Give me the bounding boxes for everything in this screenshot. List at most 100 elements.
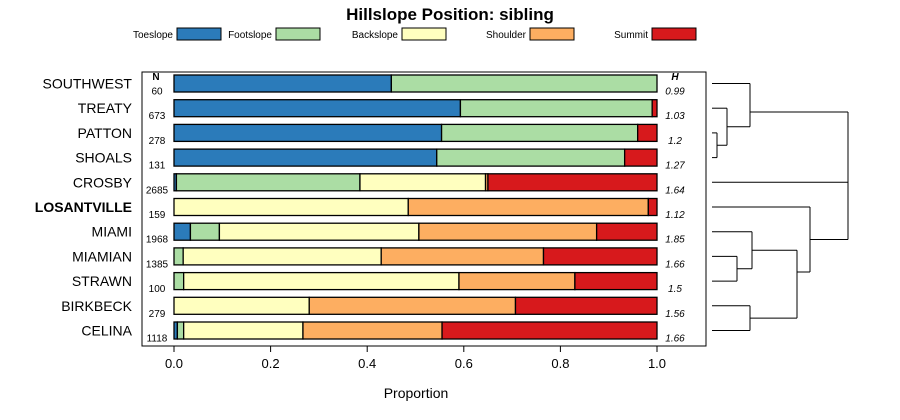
bar-segment-backslope <box>173 296 310 315</box>
bar-segment-shoulder <box>308 296 517 315</box>
bar-segment-shoulder <box>380 247 545 266</box>
bar-segment-summit <box>574 271 658 291</box>
legend-swatch-backslope <box>401 27 447 41</box>
bar-segment-shoulder <box>418 222 598 241</box>
row-losantville: LOSANTVILLE 159 1.12 <box>35 197 685 221</box>
x-axis: 0.0 0.2 0.4 0.6 0.8 1.0 <box>165 346 666 371</box>
legend-label-toeslope: Toeslope <box>133 30 173 41</box>
h-value: 1.85 <box>665 235 685 246</box>
bar-segment-toeslope <box>173 148 438 167</box>
h-value: 1.64 <box>665 185 685 196</box>
bar-segment-backslope <box>359 173 487 192</box>
x-tick-label: 0.0 <box>165 356 183 371</box>
row-southwest: SOUTHWEST 60 0.99 <box>43 74 685 98</box>
n-value: 673 <box>149 111 166 122</box>
bar-segment-footslope <box>173 271 185 291</box>
x-tick-label: 0.2 <box>262 356 280 371</box>
x-tick-label: 0.4 <box>358 356 376 371</box>
bar-segment-footslope <box>173 247 184 266</box>
row-celina: CELINA 1118 1.66 <box>81 321 685 345</box>
x-tick-label: 1.0 <box>648 356 666 371</box>
bar-segment-summit <box>595 222 658 241</box>
bar-segment-footslope <box>440 123 639 143</box>
bar-segment-footslope <box>390 74 658 93</box>
h-value: 1.66 <box>665 334 685 345</box>
legend-label-shoulder: Shoulder <box>486 30 527 41</box>
x-tick-label: 0.6 <box>455 356 473 371</box>
bar-segment-shoulder <box>407 197 649 217</box>
category-label: BIRKBECK <box>61 298 132 314</box>
x-axis-label: Proportion <box>384 385 449 401</box>
n-value: 1968 <box>146 235 169 246</box>
bar-segment-shoulder <box>458 271 576 291</box>
legend-label-footslope: Footslope <box>228 30 272 41</box>
legend-label-summit: Summit <box>614 30 648 41</box>
n-value: 2685 <box>146 185 169 196</box>
n-value: 279 <box>149 309 166 320</box>
row-strawn: STRAWN 100 1.5 <box>72 271 682 295</box>
row-shoals: SHOALS 131 1.27 <box>75 148 685 172</box>
bar-segment-toeslope <box>173 74 393 93</box>
category-label: MIAMI <box>92 224 132 240</box>
bar-segment-summit <box>647 197 658 217</box>
legend-swatch-footslope <box>275 27 321 41</box>
category-label: MIAMIAN <box>72 248 132 264</box>
h-value: 1.66 <box>665 259 685 270</box>
bar-segment-summit <box>623 148 658 167</box>
h-value: 1.5 <box>668 284 682 295</box>
bar-segment-summit <box>637 123 658 143</box>
bar-segment-backslope <box>183 271 460 291</box>
bar-segment-backslope <box>218 222 420 241</box>
n-value: 1385 <box>146 259 169 270</box>
row-birkbeck: BIRKBECK 279 1.56 <box>61 296 685 320</box>
h-value: 1.27 <box>665 161 685 172</box>
category-label: TREATY <box>78 100 133 116</box>
category-label: SHOALS <box>75 150 132 166</box>
bar-segment-toeslope <box>173 222 192 241</box>
bar-segment-summit <box>542 247 658 266</box>
row-patton: PATTON 278 1.2 <box>78 123 682 147</box>
bar-segment-footslope <box>459 99 653 118</box>
category-label: PATTON <box>78 125 132 141</box>
bar-segment-toeslope <box>173 123 443 143</box>
bar-segment-footslope <box>189 222 221 241</box>
h-value: 1.03 <box>665 111 685 122</box>
h-value: 0.99 <box>665 87 685 98</box>
bar-segment-summit <box>514 296 658 315</box>
n-value: 131 <box>149 161 166 172</box>
bar-segment-summit <box>487 173 658 192</box>
bar-segment-summit <box>441 321 658 340</box>
row-miamian: MIAMIAN 1385 1.66 <box>72 247 685 270</box>
bar-segment-backslope <box>182 247 382 266</box>
category-label: SOUTHWEST <box>43 76 133 92</box>
row-crosby: CROSBY 2685 1.64 <box>73 173 685 196</box>
n-column-header: N <box>152 72 159 83</box>
bar-segment-footslope <box>175 173 361 192</box>
legend-swatch-summit <box>651 27 697 41</box>
h-value: 1.2 <box>668 136 682 147</box>
h-column-header: H <box>671 72 679 83</box>
h-value: 1.56 <box>665 309 685 320</box>
n-value: 100 <box>149 284 166 295</box>
dendrogram <box>712 83 849 331</box>
chart-title: Hillslope Position: sibling <box>346 5 554 24</box>
x-tick-label: 0.8 <box>551 356 569 371</box>
bar-segment-footslope <box>176 321 185 340</box>
bar-segment-backslope <box>183 321 304 340</box>
chart-rows: SOUTHWEST 60 0.99 TREATY 673 1.03 PATTON 278 1.2… <box>35 74 685 345</box>
bar-segment-toeslope <box>173 99 462 118</box>
bar-segment-shoulder <box>302 321 443 340</box>
category-label: CELINA <box>81 323 132 339</box>
row-miami: MIAMI 1968 1.85 <box>92 222 685 246</box>
bar-segment-footslope <box>436 148 626 167</box>
category-label: STRAWN <box>72 273 132 289</box>
n-value: 60 <box>151 87 163 98</box>
plot-frame <box>141 71 707 347</box>
n-value: 159 <box>149 210 166 221</box>
category-label: CROSBY <box>73 174 133 190</box>
legend-swatch-shoulder <box>529 27 575 41</box>
bar-segment-backslope <box>173 197 409 217</box>
bar-segment-summit <box>651 99 658 118</box>
category-label: LOSANTVILLE <box>35 199 132 215</box>
